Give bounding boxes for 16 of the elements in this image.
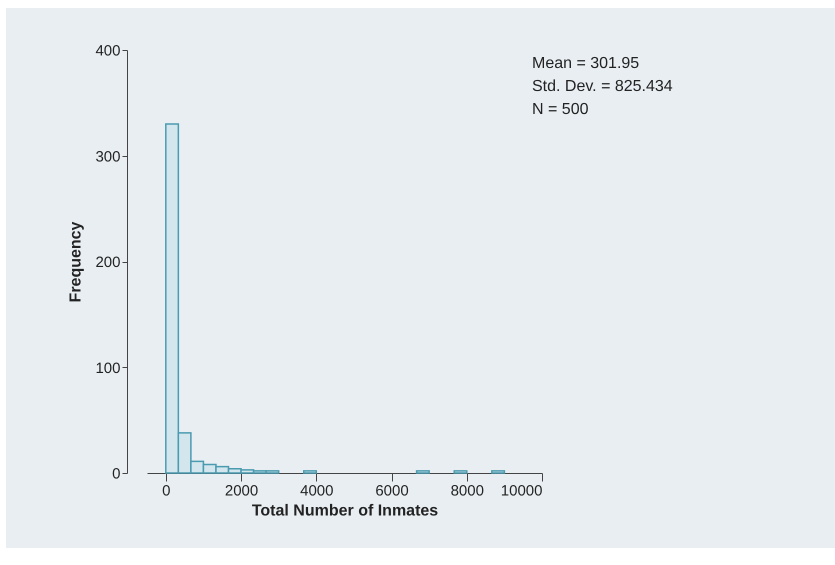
x-tick-label: 8000 [450, 482, 484, 500]
y-tick-label: 400 [95, 42, 120, 60]
y-tick-label: 100 [95, 360, 120, 377]
annotation: Mean = 301.95 [532, 55, 640, 72]
x-tick-label: 4000 [300, 482, 334, 500]
x-tick-label: 2000 [224, 482, 258, 500]
x-tick-label: 6000 [375, 482, 409, 500]
y-axis-title: Frequency [67, 221, 84, 302]
x-tick-label: 0 [162, 482, 170, 500]
x-tick-label: 10000 [500, 482, 542, 500]
annotation: N = 500 [532, 101, 589, 118]
y-tick-label: 0 [112, 466, 120, 482]
y-tick-label: 300 [95, 148, 120, 166]
x-axis-title: Total Number of Inmates [252, 502, 438, 520]
y-tick-label: 200 [95, 254, 120, 271]
annotation: Std. Dev. = 825.434 [532, 78, 673, 95]
